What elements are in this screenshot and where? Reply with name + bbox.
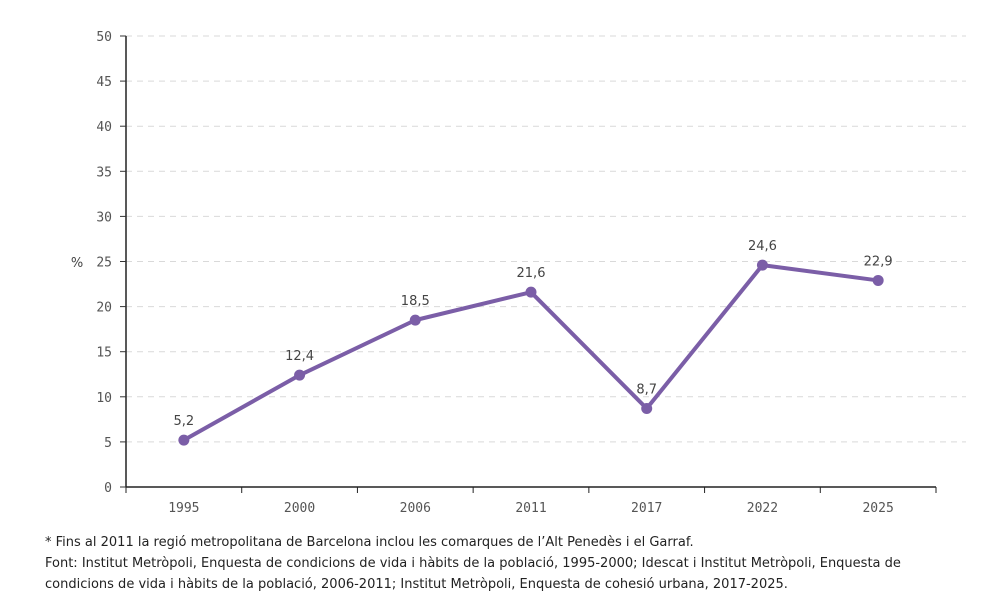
y-tick-label: 45: [96, 75, 112, 90]
source-line-2: condicions de vida i hàbits de la poblac…: [45, 577, 788, 592]
y-tick-label: 30: [96, 210, 112, 225]
footnote: * Fins al 2011 la regió metropolitana de…: [45, 535, 694, 550]
source-line-1: Font: Institut Metròpoli, Enquesta de co…: [45, 556, 901, 571]
y-tick-label: 10: [96, 391, 112, 406]
y-tick-label: 20: [96, 301, 112, 316]
y-tick-label: 5: [104, 436, 112, 451]
data-point: [294, 369, 306, 381]
y-tick-label: 35: [96, 165, 112, 180]
data-point: [409, 314, 421, 326]
x-axis-ticks: 1995 2000 2006 2011 2017 2022 2025: [125, 487, 937, 516]
x-tick-label: 2006: [400, 501, 431, 516]
y-tick-label: 40: [96, 120, 112, 135]
data-point: [756, 259, 768, 271]
data-label: 18,5: [401, 294, 430, 309]
data-label: 8,7: [636, 383, 657, 398]
x-tick-label: 2011: [515, 501, 546, 516]
x-tick-label: 2000: [284, 501, 315, 516]
series: 5,2 12,4 18,5 21,6 8,7 24,6 22,9: [174, 239, 893, 446]
y-axis-label: %: [71, 256, 83, 271]
chart-notes: * Fins al 2011 la regió metropolitana de…: [45, 532, 985, 595]
y-tick-label: 50: [96, 30, 112, 45]
data-point: [872, 274, 884, 286]
data-label: 12,4: [285, 349, 314, 364]
data-point: [525, 286, 537, 298]
data-point: [178, 434, 190, 446]
x-tick-label: 2017: [631, 501, 662, 516]
data-label: 24,6: [748, 239, 777, 254]
x-tick-label: 2025: [862, 501, 893, 516]
data-label: 22,9: [864, 254, 893, 269]
x-tick-label: 2022: [747, 501, 778, 516]
data-label: 21,6: [517, 266, 546, 281]
data-label: 5,2: [174, 414, 195, 429]
data-point: [641, 403, 653, 415]
y-tick-label: 15: [96, 346, 112, 361]
y-tick-label: 0: [104, 481, 112, 496]
x-tick-label: 1995: [168, 501, 199, 516]
y-axis-ticks: 0 5 10 15 20 25 30 35 40 45 50: [96, 30, 126, 496]
gridlines: [126, 35, 966, 443]
y-tick-label: 25: [96, 256, 112, 271]
